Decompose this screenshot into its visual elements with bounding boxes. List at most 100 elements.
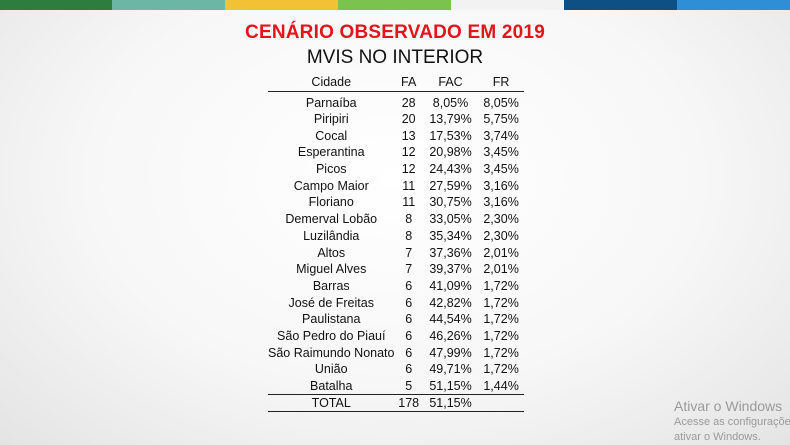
header-stripe: [564, 0, 677, 10]
cell-fr: 8,05%: [483, 95, 519, 110]
table-row: Cocal 13 17,53% 3,74%: [268, 127, 524, 144]
cell-fa: 6: [405, 295, 413, 310]
cell-fa: 12: [401, 145, 416, 160]
table-row: Floriano 11 30,75% 3,16%: [268, 194, 524, 211]
header-stripe: [451, 0, 564, 10]
total-label: TOTAL: [268, 393, 395, 412]
table-total-row: TOTAL 178 51,15%: [268, 393, 524, 412]
header-city: Cidade: [268, 73, 395, 92]
cell-fa: 7: [405, 262, 413, 277]
cell-city: Cocal: [315, 128, 348, 143]
cell-fac: 44,54%: [429, 312, 472, 327]
table-row: Piripiri 20 13,79% 5,75%: [268, 111, 524, 128]
cell-fac: 27,59%: [429, 178, 472, 193]
cell-fac: 17,53%: [429, 128, 472, 143]
total-fa: 178: [394, 393, 423, 412]
cell-fac: 24,43%: [429, 162, 472, 177]
cell-fr: 2,30%: [483, 228, 519, 243]
cell-city: Demerval Lobão: [285, 212, 378, 227]
cell-fr: 3,45%: [483, 145, 519, 160]
cell-fa: 12: [401, 162, 416, 177]
header-fac: FAC: [422, 73, 479, 92]
table-row: Picos 12 24,43% 3,45%: [268, 161, 524, 178]
cell-fac: 37,36%: [429, 245, 472, 260]
cell-fa: 28: [401, 95, 416, 110]
cell-city: São Pedro do Piauí: [277, 328, 386, 343]
cell-fa: 11: [402, 195, 416, 210]
cell-fac: 8,05%: [432, 95, 469, 110]
cell-city: Paulistana: [302, 312, 361, 327]
cell-fa: 6: [405, 328, 413, 343]
cell-fr: 2,30%: [483, 212, 519, 227]
cell-fac: 47,99%: [429, 345, 472, 360]
watermark-line-1: Ativar o Windows: [674, 398, 783, 414]
cell-fa: 6: [405, 278, 413, 293]
watermark-line-2: Acesse as configurações: [674, 416, 790, 428]
cell-fr: 1,44%: [483, 378, 519, 393]
cell-city: Picos: [315, 162, 347, 177]
table-row: Luzilândia 8 35,34% 2,30%: [268, 228, 524, 245]
table-row: Esperantina 12 20,98% 3,45%: [268, 144, 524, 161]
cell-fac: 51,15%: [429, 378, 472, 393]
header-stripe: [338, 0, 451, 10]
table-row: Demerval Lobão 8 33,05% 2,30%: [268, 211, 524, 228]
cell-fac: 35,34%: [429, 228, 472, 243]
cell-fac: 33,05%: [429, 212, 472, 227]
cell-city: União: [314, 362, 348, 377]
cell-fa: 11: [402, 178, 416, 193]
mvis-table: Cidade FA FAC FR Parnaíba 28 8,05% 8,05% Pir…: [268, 73, 524, 412]
table-row: São Raimundo Nonato 6 47,99% 1,72%: [268, 344, 524, 361]
table-row: Miguel Alves 7 39,37% 2,01%: [268, 261, 524, 278]
cell-fa: 8: [405, 212, 413, 227]
cell-fac: 46,26%: [429, 328, 472, 343]
cell-fa: 6: [405, 312, 413, 327]
cell-fac: 20,98%: [429, 145, 472, 160]
cell-fa: 6: [405, 362, 413, 377]
header-stripe: [0, 0, 112, 10]
table-row: Batalha 5 51,15% 1,44%: [268, 378, 524, 395]
cell-fa: 6: [405, 345, 413, 360]
cell-city: Floriano: [308, 195, 354, 210]
cell-city: Piripiri: [313, 112, 349, 127]
table-row: São Pedro do Piauí 6 46,26% 1,72%: [268, 328, 524, 345]
table-header-row: Cidade FA FAC FR: [268, 73, 524, 92]
cell-city: Altos: [317, 245, 346, 260]
table-row: Paulistana 6 44,54% 1,72%: [268, 311, 524, 328]
cell-fr: 2,01%: [483, 262, 519, 277]
cell-city: Esperantina: [297, 145, 365, 160]
header-stripe-bar: [0, 0, 790, 10]
table-row: José de Freitas 6 42,82% 1,72%: [268, 294, 524, 311]
cell-city: Batalha: [310, 378, 353, 393]
table-row: Altos 7 37,36% 2,01%: [268, 244, 524, 261]
cell-fa: 13: [401, 128, 416, 143]
windows-activation-watermark: Ativar o Windows Acesse as configurações…: [674, 398, 790, 445]
cell-fr: 1,72%: [483, 345, 519, 360]
cell-city: Parnaíba: [305, 95, 357, 110]
cell-city: Campo Maior: [293, 178, 369, 193]
cell-fac: 30,75%: [429, 195, 472, 210]
cell-fa: 7: [405, 245, 413, 260]
total-fac: 51,15%: [422, 393, 479, 412]
table-row: União 6 49,71% 1,72%: [268, 361, 524, 378]
table-row: Campo Maior 11 27,59% 3,16%: [268, 177, 524, 194]
table-row: Parnaíba 28 8,05% 8,05%: [268, 91, 524, 111]
cell-city: José de Freitas: [288, 295, 374, 310]
cell-fa: 5: [405, 378, 413, 393]
cell-fac: 39,37%: [429, 262, 472, 277]
cell-fr: 1,72%: [483, 362, 519, 377]
slide-subtitle: MVIS NO INTERIOR: [306, 47, 484, 68]
cell-fr: 3,74%: [483, 128, 519, 143]
cell-fac: 49,71%: [429, 362, 472, 377]
cell-fr: 1,72%: [483, 278, 519, 293]
slide-title: CENÁRIO OBSERVADO EM 2019: [245, 22, 545, 43]
table-body: Parnaíba 28 8,05% 8,05% Piripiri 20 13,79% 5,75…: [268, 91, 524, 394]
cell-fr: 1,72%: [483, 328, 519, 343]
cell-city: São Raimundo Nonato: [268, 345, 395, 360]
cell-fr: 1,72%: [483, 295, 519, 310]
watermark-line-3: ativar o Windows.: [674, 431, 761, 443]
cell-fr: 3,16%: [483, 195, 519, 210]
cell-fr: 3,16%: [483, 178, 519, 193]
cell-fac: 13,79%: [429, 112, 472, 127]
cell-fa: 8: [405, 228, 413, 243]
header-fa: FA: [394, 73, 423, 92]
